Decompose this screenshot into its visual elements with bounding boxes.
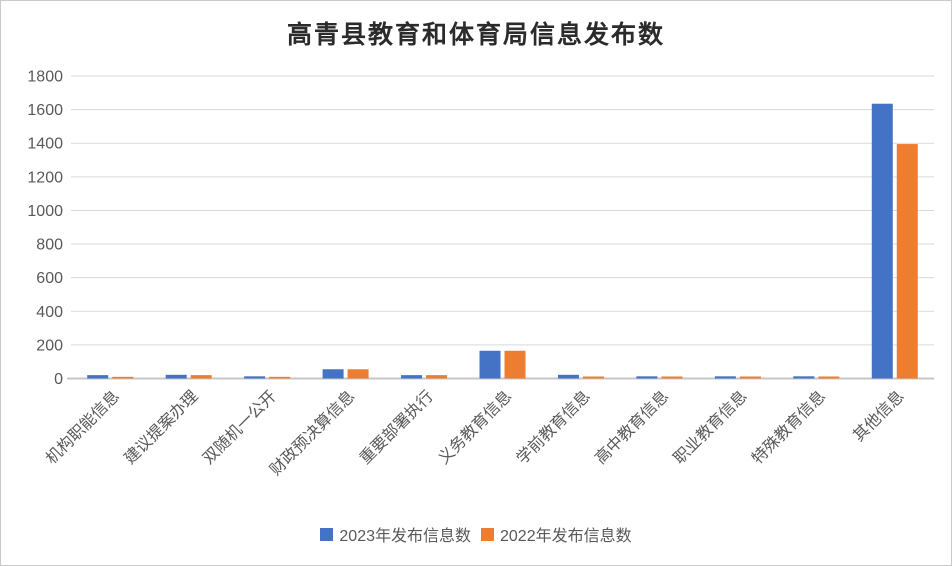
x-category-label: 双随机一公开 (199, 387, 280, 468)
chart-title: 高青县教育和体育局信息发布数 (286, 20, 665, 49)
y-tick-label: 200 (36, 337, 63, 354)
bar-2022 (347, 369, 369, 379)
bar-2022 (112, 376, 134, 379)
y-tick-label: 1000 (27, 203, 63, 220)
y-tick-label: 600 (36, 270, 63, 287)
x-category-label: 建议提案办理 (121, 387, 202, 468)
bar-2022 (739, 376, 761, 379)
legend-item-2022: 2022年发布信息数 (481, 522, 632, 546)
x-category-label: 职业教育信息 (670, 387, 751, 468)
bar-2023 (714, 376, 736, 379)
bar-2023 (636, 376, 658, 379)
bar-2023 (165, 374, 187, 379)
bar-2023 (322, 369, 344, 379)
x-category-label: 高中教育信息 (592, 387, 673, 468)
y-tick-label: 0 (54, 371, 63, 388)
bar-2022 (504, 350, 526, 379)
legend-label-2023: 2023年发布信息数 (339, 528, 471, 545)
y-tick-label: 1600 (27, 102, 63, 119)
bar-2022 (896, 144, 918, 379)
bar-2023 (557, 374, 579, 379)
bar-2023 (87, 375, 109, 379)
x-category-label: 重要部署执行 (356, 387, 437, 468)
y-tick-label: 800 (36, 237, 63, 254)
bar-2022 (818, 376, 840, 379)
bar-2023 (401, 375, 423, 379)
x-category-label: 其他信息 (850, 387, 908, 445)
legend-label-2022: 2022年发布信息数 (500, 528, 632, 545)
legend-marker-2023 (320, 527, 334, 541)
bar-2023 (871, 103, 893, 379)
bar-2023 (793, 376, 815, 379)
x-category-label: 机构职能信息 (42, 387, 123, 468)
y-tick-label: 1400 (27, 136, 63, 153)
bar-2022 (661, 376, 683, 379)
bar-2023 (479, 350, 501, 379)
bar-2022 (190, 375, 212, 379)
x-category-label: 财政预决算信息 (266, 386, 359, 479)
x-category-label: 特殊教育信息 (749, 387, 830, 468)
bar-2022 (582, 376, 604, 379)
bar-2022 (426, 375, 448, 379)
x-category-label: 义务教育信息 (435, 387, 516, 468)
chart-legend: 2023年发布信息数 2022年发布信息数 (1, 522, 951, 546)
y-tick-label: 1200 (27, 169, 63, 186)
bar-2023 (244, 376, 266, 379)
y-tick-label: 400 (36, 304, 63, 321)
legend-marker-2022 (481, 527, 494, 541)
x-category-label: 学前教育信息 (513, 387, 594, 468)
y-tick-label: 1800 (27, 69, 63, 86)
legend-item-2023: 2023年发布信息数 (320, 522, 471, 546)
bar-2022 (269, 376, 291, 379)
